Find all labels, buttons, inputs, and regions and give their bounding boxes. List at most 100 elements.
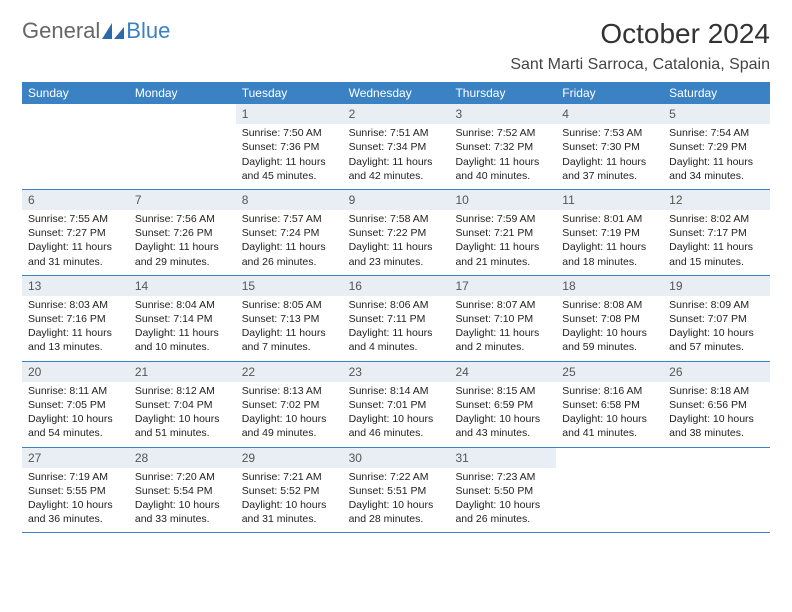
day-number: 20 [22, 362, 129, 382]
day-cell: 28Sunrise: 7:20 AMSunset: 5:54 PMDayligh… [129, 448, 236, 533]
day-sunset: Sunset: 7:22 PM [349, 226, 444, 240]
day-number: 2 [343, 104, 450, 124]
day-daylight: Daylight: 11 hours and 26 minutes. [242, 240, 337, 268]
day-body: Sunrise: 7:53 AMSunset: 7:30 PMDaylight:… [556, 124, 663, 189]
day-daylight: Daylight: 10 hours and 43 minutes. [455, 412, 550, 440]
month-title: October 2024 [510, 18, 770, 50]
day-cell: 6Sunrise: 7:55 AMSunset: 7:27 PMDaylight… [22, 190, 129, 275]
day-cell: 8Sunrise: 7:57 AMSunset: 7:24 PMDaylight… [236, 190, 343, 275]
day-body: Sunrise: 7:55 AMSunset: 7:27 PMDaylight:… [22, 210, 129, 275]
day-number: 8 [236, 190, 343, 210]
day-sunrise: Sunrise: 7:54 AM [669, 126, 764, 140]
day-cell: 27Sunrise: 7:19 AMSunset: 5:55 PMDayligh… [22, 448, 129, 533]
week-row: 20Sunrise: 8:11 AMSunset: 7:05 PMDayligh… [22, 362, 770, 448]
day-cell: 2Sunrise: 7:51 AMSunset: 7:34 PMDaylight… [343, 104, 450, 189]
day-number: 1 [236, 104, 343, 124]
day-daylight: Daylight: 11 hours and 2 minutes. [455, 326, 550, 354]
weekday-header: Sunday [22, 82, 129, 104]
day-sunset: Sunset: 7:07 PM [669, 312, 764, 326]
day-cell [663, 448, 770, 533]
day-sunrise: Sunrise: 8:16 AM [562, 384, 657, 398]
day-cell: 25Sunrise: 8:16 AMSunset: 6:58 PMDayligh… [556, 362, 663, 447]
day-sunrise: Sunrise: 8:15 AM [455, 384, 550, 398]
day-body: Sunrise: 8:16 AMSunset: 6:58 PMDaylight:… [556, 382, 663, 447]
day-sunrise: Sunrise: 8:05 AM [242, 298, 337, 312]
day-sunset: Sunset: 7:17 PM [669, 226, 764, 240]
day-daylight: Daylight: 10 hours and 26 minutes. [455, 498, 550, 526]
day-sunrise: Sunrise: 8:13 AM [242, 384, 337, 398]
day-daylight: Daylight: 11 hours and 45 minutes. [242, 155, 337, 183]
day-number: 31 [449, 448, 556, 468]
day-cell: 12Sunrise: 8:02 AMSunset: 7:17 PMDayligh… [663, 190, 770, 275]
day-cell: 4Sunrise: 7:53 AMSunset: 7:30 PMDaylight… [556, 104, 663, 189]
day-daylight: Daylight: 10 hours and 41 minutes. [562, 412, 657, 440]
day-body: Sunrise: 8:07 AMSunset: 7:10 PMDaylight:… [449, 296, 556, 361]
day-cell: 1Sunrise: 7:50 AMSunset: 7:36 PMDaylight… [236, 104, 343, 189]
day-body: Sunrise: 7:52 AMSunset: 7:32 PMDaylight:… [449, 124, 556, 189]
day-cell: 3Sunrise: 7:52 AMSunset: 7:32 PMDaylight… [449, 104, 556, 189]
day-daylight: Daylight: 11 hours and 29 minutes. [135, 240, 230, 268]
day-cell: 15Sunrise: 8:05 AMSunset: 7:13 PMDayligh… [236, 276, 343, 361]
day-number: 10 [449, 190, 556, 210]
day-sunrise: Sunrise: 7:23 AM [455, 470, 550, 484]
day-sunset: Sunset: 6:59 PM [455, 398, 550, 412]
day-body: Sunrise: 8:04 AMSunset: 7:14 PMDaylight:… [129, 296, 236, 361]
day-number: 14 [129, 276, 236, 296]
day-daylight: Daylight: 11 hours and 18 minutes. [562, 240, 657, 268]
day-sunrise: Sunrise: 7:22 AM [349, 470, 444, 484]
logo: General Blue [22, 18, 170, 44]
day-cell: 19Sunrise: 8:09 AMSunset: 7:07 PMDayligh… [663, 276, 770, 361]
day-cell: 23Sunrise: 8:14 AMSunset: 7:01 PMDayligh… [343, 362, 450, 447]
day-number: 12 [663, 190, 770, 210]
day-sunset: Sunset: 7:29 PM [669, 140, 764, 154]
day-sunset: Sunset: 6:58 PM [562, 398, 657, 412]
day-sunrise: Sunrise: 7:21 AM [242, 470, 337, 484]
day-daylight: Daylight: 10 hours and 49 minutes. [242, 412, 337, 440]
day-daylight: Daylight: 10 hours and 51 minutes. [135, 412, 230, 440]
day-daylight: Daylight: 11 hours and 21 minutes. [455, 240, 550, 268]
weekday-header: Tuesday [236, 82, 343, 104]
day-sunset: Sunset: 7:01 PM [349, 398, 444, 412]
day-number: 3 [449, 104, 556, 124]
day-body: Sunrise: 8:15 AMSunset: 6:59 PMDaylight:… [449, 382, 556, 447]
weekday-header: Friday [556, 82, 663, 104]
day-number: 30 [343, 448, 450, 468]
day-sunrise: Sunrise: 8:18 AM [669, 384, 764, 398]
day-body: Sunrise: 7:58 AMSunset: 7:22 PMDaylight:… [343, 210, 450, 275]
day-cell: 9Sunrise: 7:58 AMSunset: 7:22 PMDaylight… [343, 190, 450, 275]
day-sunrise: Sunrise: 8:02 AM [669, 212, 764, 226]
day-sunset: Sunset: 7:27 PM [28, 226, 123, 240]
day-number: 25 [556, 362, 663, 382]
day-sunrise: Sunrise: 7:55 AM [28, 212, 123, 226]
day-number: 24 [449, 362, 556, 382]
day-sunset: Sunset: 7:08 PM [562, 312, 657, 326]
day-daylight: Daylight: 11 hours and 10 minutes. [135, 326, 230, 354]
day-sunset: Sunset: 7:32 PM [455, 140, 550, 154]
day-daylight: Daylight: 11 hours and 23 minutes. [349, 240, 444, 268]
day-number: 27 [22, 448, 129, 468]
day-body: Sunrise: 7:20 AMSunset: 5:54 PMDaylight:… [129, 468, 236, 533]
day-cell: 16Sunrise: 8:06 AMSunset: 7:11 PMDayligh… [343, 276, 450, 361]
day-sunrise: Sunrise: 7:58 AM [349, 212, 444, 226]
day-sunrise: Sunrise: 8:09 AM [669, 298, 764, 312]
week-row: 13Sunrise: 8:03 AMSunset: 7:16 PMDayligh… [22, 276, 770, 362]
day-sunset: Sunset: 7:30 PM [562, 140, 657, 154]
day-body: Sunrise: 7:19 AMSunset: 5:55 PMDaylight:… [22, 468, 129, 533]
day-number: 29 [236, 448, 343, 468]
day-number: 9 [343, 190, 450, 210]
day-daylight: Daylight: 10 hours and 57 minutes. [669, 326, 764, 354]
day-daylight: Daylight: 10 hours and 54 minutes. [28, 412, 123, 440]
day-sunset: Sunset: 5:55 PM [28, 484, 123, 498]
day-body: Sunrise: 7:50 AMSunset: 7:36 PMDaylight:… [236, 124, 343, 189]
day-sunset: Sunset: 7:34 PM [349, 140, 444, 154]
day-body: Sunrise: 7:22 AMSunset: 5:51 PMDaylight:… [343, 468, 450, 533]
day-sunset: Sunset: 7:11 PM [349, 312, 444, 326]
day-number: 6 [22, 190, 129, 210]
day-number: 15 [236, 276, 343, 296]
weekday-header-row: SundayMondayTuesdayWednesdayThursdayFrid… [22, 82, 770, 104]
day-sunset: Sunset: 7:26 PM [135, 226, 230, 240]
day-body: Sunrise: 8:18 AMSunset: 6:56 PMDaylight:… [663, 382, 770, 447]
day-sunset: Sunset: 5:51 PM [349, 484, 444, 498]
day-cell: 14Sunrise: 8:04 AMSunset: 7:14 PMDayligh… [129, 276, 236, 361]
day-sunset: Sunset: 7:19 PM [562, 226, 657, 240]
